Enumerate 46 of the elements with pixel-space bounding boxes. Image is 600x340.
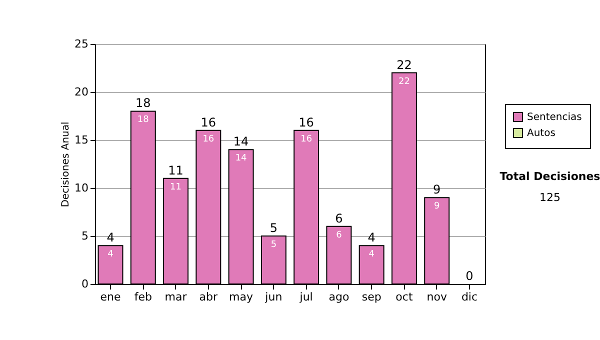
total-label: 0 [466,269,474,283]
y-tick-label: 25 [74,38,88,50]
x-tick-label: may [229,290,254,304]
data-label: 4 [108,250,114,260]
total-label: 4 [106,230,114,245]
data-label: 11 [170,182,182,192]
data-label: 14 [235,154,248,164]
y-tick-label: 15 [74,134,88,146]
x-tick-label: ago [328,290,350,304]
data-label: 18 [137,115,150,126]
x-tick-label: feb [134,290,152,304]
total-label: 11 [168,163,184,178]
total-label: 16 [298,115,314,130]
text: 125 [538,191,562,204]
x-tick-label: mar [164,290,188,304]
y-tick-label: 20 [74,86,88,98]
x-tick-label: dic [461,290,478,304]
x-tick-label: jul [298,290,313,304]
y-tick-label: 10 [74,182,88,194]
x-tick-label: jun [264,290,282,304]
data-label: 6 [336,230,342,240]
data-label: 5 [270,240,277,250]
total-label: 5 [270,221,278,235]
legend-label: Autos [527,128,556,139]
x-tick-label: oct [396,290,414,304]
x-tick-label: abr [199,290,218,304]
data-label: 22 [398,76,410,87]
data-label: 16 [202,134,214,144]
data-label: 9 [434,202,440,212]
total-label: 16 [200,115,216,130]
y-axis-title: Decisiones Anual [60,122,72,208]
legend-label: Sentencias [527,112,582,123]
total-label: 14 [233,134,249,149]
data-label: 16 [300,134,312,144]
total-label: 22 [396,58,412,72]
x-tick-label: nov [426,290,448,304]
total-label: 18 [135,96,151,110]
data-label: 4 [368,250,375,260]
y-tick-label: 0 [82,278,88,290]
y-tick-label: 5 [82,230,88,242]
x-tick-label: ene [100,290,121,304]
total-label: 6 [335,211,343,226]
total-label: 4 [368,230,376,245]
text: Total Decisiones [498,170,600,183]
total-label: 9 [433,182,441,197]
x-tick-label: sep [362,290,382,304]
